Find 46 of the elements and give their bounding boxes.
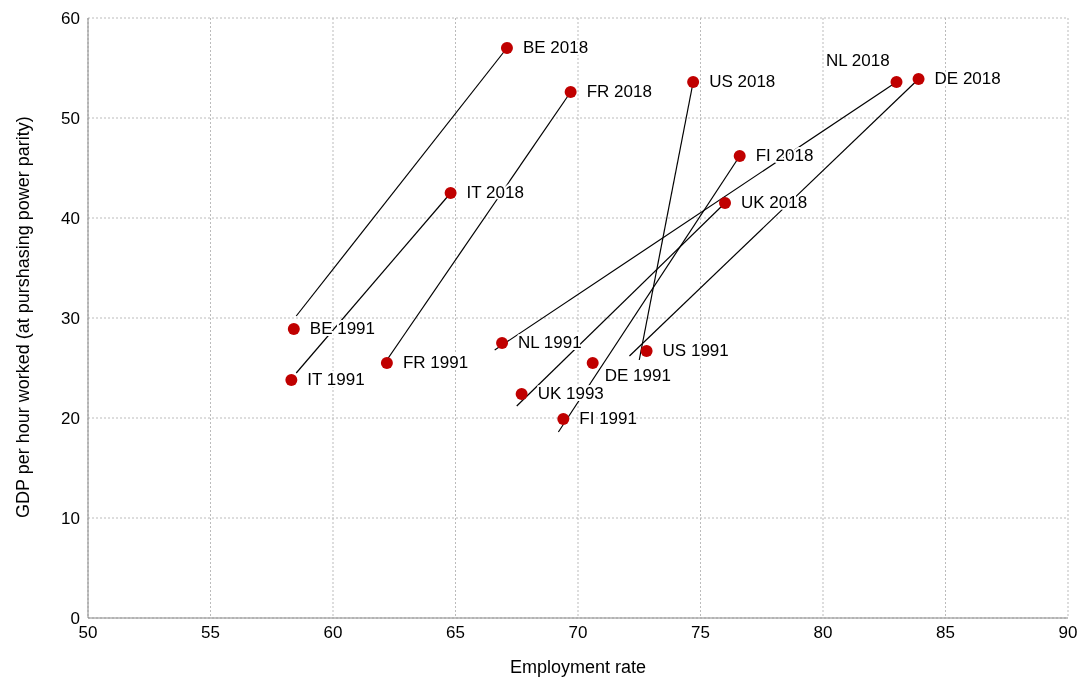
y-tick-label: 40: [61, 209, 80, 229]
x-tick-label: 65: [446, 623, 465, 643]
point: [287, 323, 300, 335]
annotation: FI 1991: [579, 409, 637, 428]
y-tick-label: 10: [61, 509, 80, 529]
point: [444, 187, 457, 199]
point: [557, 413, 570, 425]
annotation: US 2018: [709, 72, 776, 91]
annotation: BE 1991: [309, 319, 376, 338]
y-axis-title: GDP per hour worked (at purshasing power parity): [13, 116, 34, 518]
point: [719, 197, 731, 209]
x-axis-title: Employment rate: [509, 657, 647, 677]
point: [640, 345, 653, 357]
y-tick-label: 0: [70, 609, 80, 629]
point: [496, 337, 509, 349]
x-tick-label: 80: [813, 623, 833, 643]
annotation: US 1991: [662, 341, 729, 360]
annotation: NL 2018: [826, 51, 890, 70]
point: [515, 388, 528, 400]
point: [564, 86, 577, 98]
y-tick-label: 60: [61, 9, 80, 29]
y-tick-label: 30: [61, 309, 80, 329]
x-tick-label: 50: [78, 623, 98, 643]
annotation: FR 2018: [586, 82, 652, 101]
x-tick-label: 55: [201, 623, 220, 643]
y-tick-label: 50: [61, 109, 80, 129]
annotation: NL 1991: [518, 333, 582, 352]
point: [380, 357, 393, 369]
point: [912, 73, 925, 85]
point: [733, 150, 746, 162]
annotation: DE 2018: [934, 69, 1001, 88]
x-tick-label: 70: [568, 623, 588, 643]
x-tick-label: 85: [936, 623, 955, 643]
x-tick-label: 60: [323, 623, 343, 643]
annotation: BE 2018: [522, 38, 589, 57]
point: [586, 357, 599, 369]
point: [500, 42, 513, 54]
point: [890, 76, 903, 88]
point: [687, 76, 700, 88]
annotation: FR 1991: [402, 353, 469, 372]
x-tick-label: 75: [691, 623, 710, 643]
annotation: DE 1991: [604, 366, 671, 385]
y-tick-label: 20: [61, 409, 80, 429]
x-tick-label: 90: [1058, 623, 1078, 643]
point: [285, 374, 298, 386]
annotation: IT 1991: [307, 370, 365, 389]
